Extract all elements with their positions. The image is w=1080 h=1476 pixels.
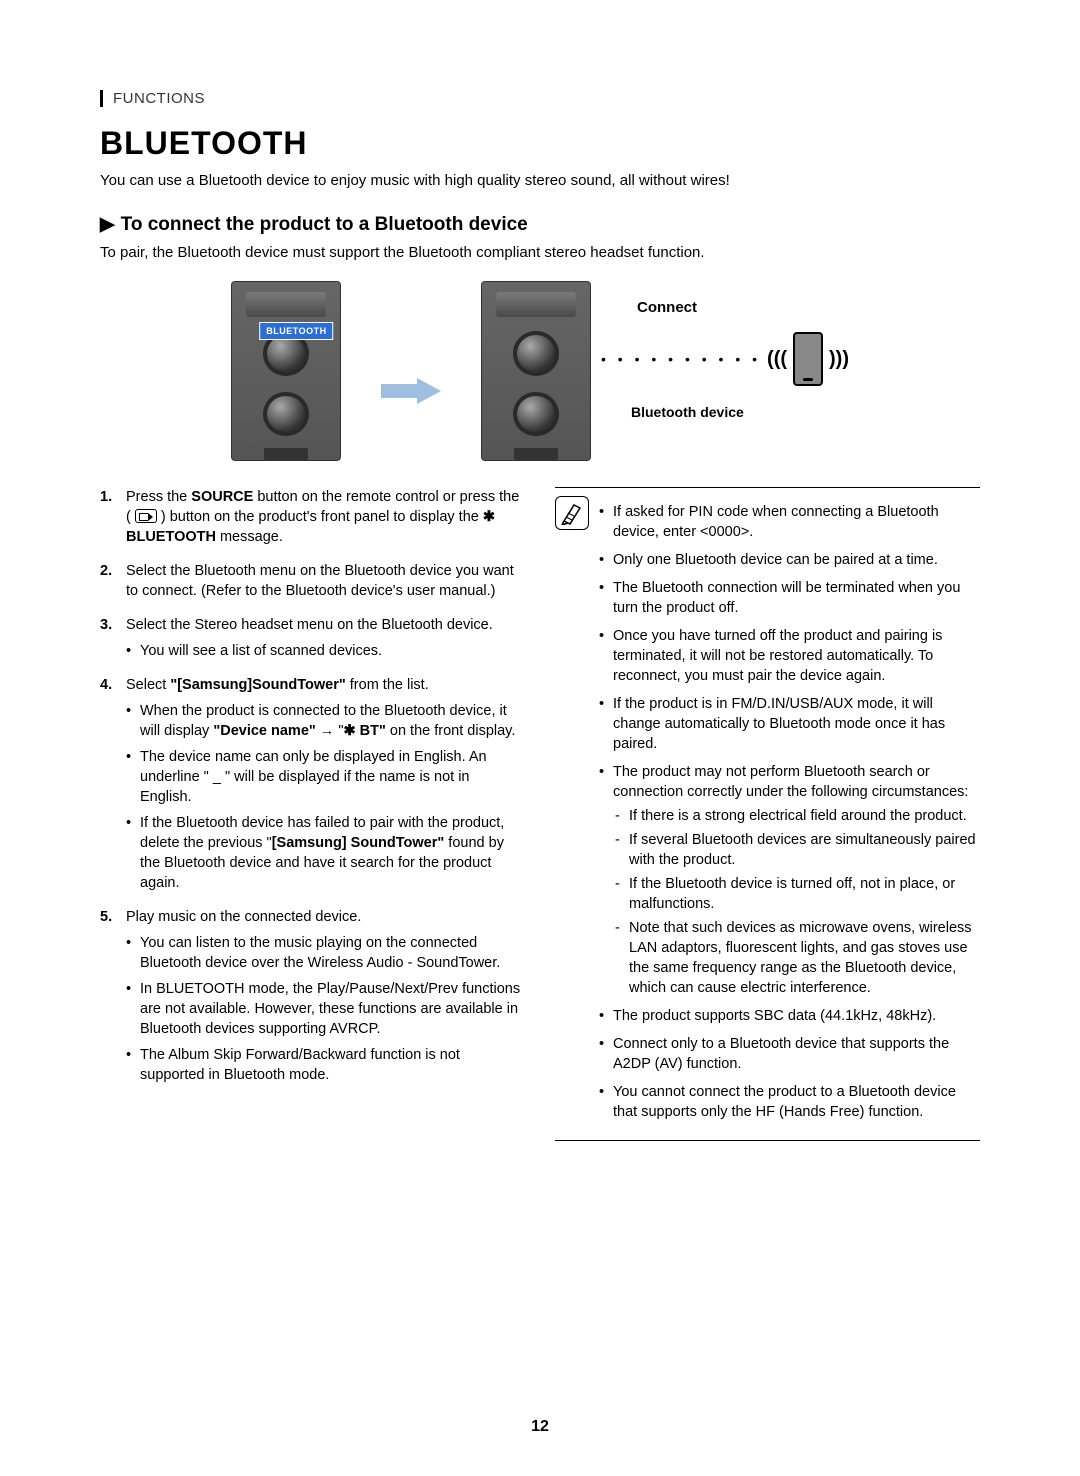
step-5-bullet-1: You can listen to the music playing on t… xyxy=(126,933,525,973)
subheading: ▶ To connect the product to a Bluetooth d… xyxy=(100,213,980,236)
step-4-bullet-1: When the product is connected to the Blu… xyxy=(126,701,525,741)
bluetooth-icon: ✱ xyxy=(343,723,355,739)
phone-icon xyxy=(793,332,823,386)
connection-dots: • • • • • • • • • • xyxy=(601,351,761,367)
note-subitem: If the Bluetooth device is turned off, n… xyxy=(613,874,980,914)
subhead-marker: ▶ xyxy=(100,214,115,235)
steps-list: 1. Press the SOURCE button on the remote… xyxy=(100,487,525,1085)
step-5-bullet-3: The Album Skip Forward/Backward function… xyxy=(126,1045,525,1085)
speaker-right xyxy=(481,281,591,461)
right-column: If asked for PIN code when connecting a … xyxy=(555,487,980,1141)
note-item: Once you have turned off the product and… xyxy=(599,626,980,686)
note-icon xyxy=(555,496,589,530)
source-button-icon xyxy=(135,509,157,523)
left-column: 1. Press the SOURCE button on the remote… xyxy=(100,487,525,1141)
pairing-note: To pair, the Bluetooth device must suppo… xyxy=(100,244,980,261)
speaker-left: BLUETOOTH xyxy=(231,281,341,461)
arrow-icon xyxy=(381,376,441,406)
note-item: The Bluetooth connection will be termina… xyxy=(599,578,980,618)
intro-text: You can use a Bluetooth device to enjoy … xyxy=(100,172,980,189)
note-subitem: Note that such devices as microwave oven… xyxy=(613,918,980,998)
notes-list: If asked for PIN code when connecting a … xyxy=(599,502,980,1122)
wave-left-icon: ((( xyxy=(767,348,787,371)
note-subitem: If several Bluetooth devices are simulta… xyxy=(613,830,980,870)
bluetooth-badge: BLUETOOTH xyxy=(259,322,333,340)
step-4-bullet-3: If the Bluetooth device has failed to pa… xyxy=(126,813,525,893)
step-4: 4. Select "[Samsung]SoundTower" from the… xyxy=(100,675,525,893)
note-item: Connect only to a Bluetooth device that … xyxy=(599,1034,980,1074)
step-5: 5. Play music on the connected device. Y… xyxy=(100,907,525,1085)
note-item: The product may not perform Bluetooth se… xyxy=(599,762,980,998)
page-number: 12 xyxy=(531,1418,549,1436)
connect-group: Connect • • • • • • • • • • ((( ))) Blue… xyxy=(601,299,849,420)
step-3: 3. Select the Stereo headset menu on the… xyxy=(100,615,525,661)
connection-diagram: BLUETOOTH Connect • • • • • • • • • • ((… xyxy=(100,281,980,461)
wave-right-icon: ))) xyxy=(829,348,849,371)
note-box: If asked for PIN code when connecting a … xyxy=(555,487,980,1141)
subhead-text: To connect the product to a Bluetooth de… xyxy=(121,214,528,235)
body-columns: 1. Press the SOURCE button on the remote… xyxy=(100,487,980,1141)
step-2: 2. Select the Bluetooth menu on the Blue… xyxy=(100,561,525,601)
bluetooth-icon: ✱ xyxy=(483,509,495,525)
connect-label: Connect xyxy=(637,299,697,316)
bt-device-label: Bluetooth device xyxy=(631,404,744,420)
section-header: FUNCTIONS xyxy=(100,90,980,107)
note-item: Only one Bluetooth device can be paired … xyxy=(599,550,980,570)
step-3-bullet: You will see a list of scanned devices. xyxy=(126,641,525,661)
note-item: You cannot connect the product to a Blue… xyxy=(599,1082,980,1122)
note-item: If asked for PIN code when connecting a … xyxy=(599,502,980,542)
step-4-bullet-2: The device name can only be displayed in… xyxy=(126,747,525,807)
note-item: If the product is in FM/D.IN/USB/AUX mod… xyxy=(599,694,980,754)
page-title: BLUETOOTH xyxy=(100,125,980,162)
step-5-bullet-2: In BLUETOOTH mode, the Play/Pause/Next/P… xyxy=(126,979,525,1039)
note-item: The product supports SBC data (44.1kHz, … xyxy=(599,1006,980,1026)
note-subitem: If there is a strong electrical field ar… xyxy=(613,806,980,826)
section-label: FUNCTIONS xyxy=(113,90,980,107)
step-1: 1. Press the SOURCE button on the remote… xyxy=(100,487,525,547)
